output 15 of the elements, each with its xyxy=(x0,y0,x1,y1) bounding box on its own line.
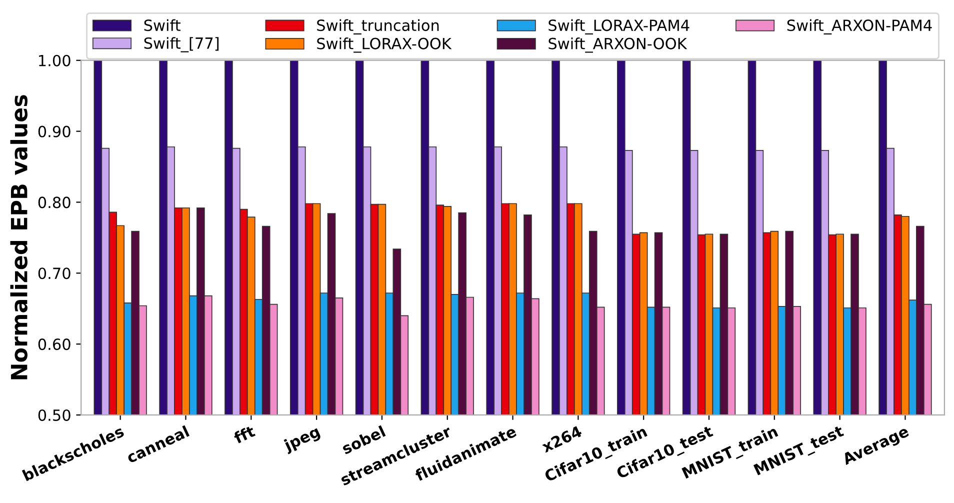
legend-label: Swift_ARXON-PAM4 xyxy=(787,19,932,34)
legend-label: Swift_truncation xyxy=(317,19,439,34)
y-tick-label: 0.70 xyxy=(38,268,70,280)
legend-label: Swift_ARXON-OOK xyxy=(548,38,688,53)
legend-label: Swift xyxy=(144,19,180,32)
legend-label: Swift_[77] xyxy=(144,37,219,52)
legend-label: Swift_LORAX-PAM4 xyxy=(548,19,690,34)
y-tick-label: 0.80 xyxy=(38,196,70,208)
y-axis-title: Normalized EPB values xyxy=(10,95,28,380)
x-tick-label: fft xyxy=(232,424,256,444)
y-tick-label: 0.50 xyxy=(38,409,70,421)
legend-label: Swift_LORAX-OOK xyxy=(317,38,452,53)
y-tick-label: 1.00 xyxy=(39,54,70,66)
y-tick-label: 0.60 xyxy=(38,338,70,350)
y-tick-label: 0.90 xyxy=(38,126,70,138)
